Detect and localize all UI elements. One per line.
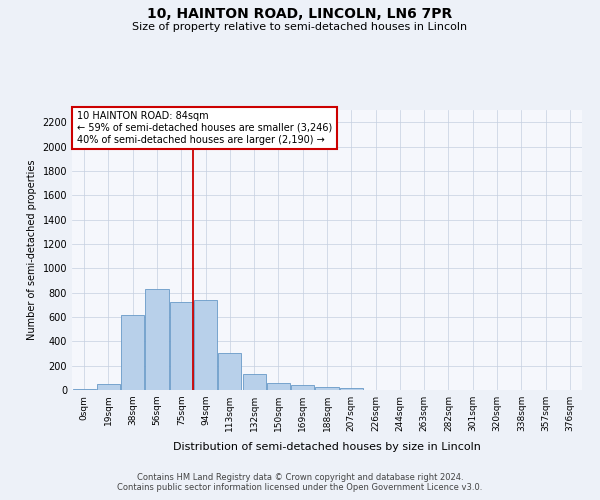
Text: Distribution of semi-detached houses by size in Lincoln: Distribution of semi-detached houses by … [173, 442, 481, 452]
Bar [121, 314, 144, 390]
Bar [97, 384, 120, 390]
Text: 10, HAINTON ROAD, LINCOLN, LN6 7PR: 10, HAINTON ROAD, LINCOLN, LN6 7PR [148, 8, 452, 22]
Bar [242, 374, 266, 390]
Bar [194, 300, 217, 390]
Text: Contains public sector information licensed under the Open Government Licence v3: Contains public sector information licen… [118, 482, 482, 492]
Bar [145, 289, 169, 390]
Bar [340, 388, 363, 390]
Bar [170, 302, 193, 390]
Bar [218, 354, 241, 390]
Bar [316, 388, 338, 390]
Text: Size of property relative to semi-detached houses in Lincoln: Size of property relative to semi-detach… [133, 22, 467, 32]
Bar [291, 386, 314, 390]
Text: 10 HAINTON ROAD: 84sqm
← 59% of semi-detached houses are smaller (3,246)
40% of : 10 HAINTON ROAD: 84sqm ← 59% of semi-det… [77, 112, 332, 144]
Bar [267, 382, 290, 390]
Y-axis label: Number of semi-detached properties: Number of semi-detached properties [27, 160, 37, 340]
Text: Contains HM Land Registry data © Crown copyright and database right 2024.: Contains HM Land Registry data © Crown c… [137, 472, 463, 482]
